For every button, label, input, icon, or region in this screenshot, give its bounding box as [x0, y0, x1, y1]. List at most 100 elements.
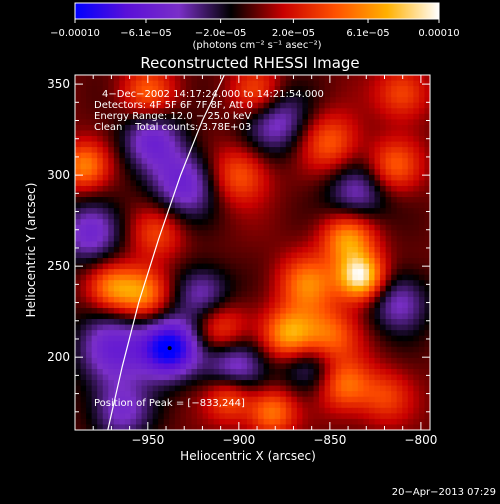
heatmap-cell [296, 385, 303, 392]
heatmap-cell [158, 136, 165, 142]
heatmap-cell [413, 330, 420, 337]
heatmap-cell [407, 385, 414, 392]
heatmap-cell [97, 296, 104, 303]
heatmap-cell [396, 219, 403, 226]
heatmap-cell [396, 147, 403, 154]
heatmap-cell [119, 230, 126, 237]
heatmap-cell [319, 330, 326, 337]
heatmap-cell [280, 274, 287, 281]
heatmap-cell [307, 413, 314, 420]
heatmap-cell [269, 208, 276, 215]
heatmap-cell [402, 91, 409, 98]
heatmap-cell [418, 274, 425, 281]
heatmap-cell [396, 313, 403, 320]
annotation-energy-range: Energy Range: 12.0 − 25.0 keV [94, 111, 251, 122]
heatmap-cell [418, 80, 425, 87]
heatmap-cell [285, 169, 292, 176]
heatmap-cell [374, 147, 381, 154]
heatmap-cell [224, 202, 231, 209]
heatmap-cell [418, 141, 425, 148]
heatmap-cell [174, 119, 181, 126]
heatmap-cell [252, 158, 259, 165]
heatmap-cell [346, 80, 353, 87]
heatmap-cell [324, 258, 331, 264]
heatmap-cell [75, 185, 81, 192]
heatmap-cell [124, 335, 131, 342]
heatmap-cell [396, 380, 403, 387]
heatmap-cell [346, 307, 353, 314]
heatmap-cell [352, 385, 359, 392]
heatmap-cell [418, 396, 425, 403]
heatmap-cell [368, 141, 375, 148]
heatmap-cell [136, 313, 142, 320]
heatmap-cell [418, 246, 425, 253]
heatmap-cell [119, 368, 126, 375]
heatmap-cell [263, 302, 270, 309]
heatmap-cell [86, 219, 93, 226]
heatmap-cell [180, 374, 187, 381]
heatmap-cell [391, 230, 398, 237]
heatmap-cell [307, 213, 314, 220]
heatmap-cell [219, 396, 226, 403]
heatmap-cell [396, 307, 403, 314]
heatmap-cell [97, 313, 104, 320]
heatmap-cell [246, 302, 253, 309]
heatmap-cell [380, 230, 387, 237]
heatmap-cell [252, 418, 259, 425]
heatmap-cell [346, 191, 353, 198]
heatmap-cell [418, 235, 425, 242]
heatmap-cell [313, 402, 320, 409]
heatmap-cell [307, 385, 314, 392]
heatmap-cell [391, 208, 398, 215]
heatmap-cell [213, 191, 220, 198]
heatmap-cell [346, 302, 353, 309]
heatmap-cell [197, 346, 203, 353]
heatmap-cell [280, 169, 287, 176]
heatmap-cell [413, 191, 420, 198]
heatmap-cell [374, 258, 381, 264]
heatmap-cell [119, 307, 126, 314]
heatmap-cell [252, 235, 259, 242]
heatmap-cell [163, 335, 170, 342]
heatmap-cell [75, 113, 81, 120]
heatmap-cell [147, 285, 154, 292]
heatmap-cell [169, 285, 176, 292]
heatmap-cell [324, 424, 331, 430]
heatmap-cell [330, 296, 337, 303]
heatmap-cell [352, 280, 359, 287]
heatmap-cell [163, 313, 170, 320]
heatmap-cell [307, 274, 314, 281]
heatmap-cell [91, 191, 98, 198]
heatmap-cell [324, 241, 331, 248]
heatmap-cell [280, 324, 287, 331]
heatmap-cell [174, 380, 181, 387]
heatmap-cell [396, 119, 403, 126]
heatmap-cell [113, 141, 120, 148]
heatmap-cell [374, 335, 381, 342]
heatmap-cell [235, 418, 242, 425]
heatmap-cell [357, 147, 364, 154]
heatmap-cell [97, 319, 104, 326]
heatmap-cell [97, 280, 104, 287]
heatmap-cell [235, 330, 242, 337]
heatmap-cell [230, 374, 237, 381]
heatmap-cell [97, 197, 104, 203]
heatmap-cell [374, 269, 381, 276]
heatmap-cell [352, 357, 359, 364]
heatmap-cell [357, 374, 364, 381]
heatmap-cell [191, 424, 198, 430]
heatmap-cell [258, 296, 264, 303]
heatmap-cell [291, 147, 298, 154]
heatmap-cell [313, 335, 320, 342]
heatmap-cell [147, 424, 154, 430]
heatmap-cell [374, 197, 381, 203]
heatmap-cell [224, 252, 231, 259]
heatmap-cell [208, 108, 215, 115]
heatmap-cell [357, 124, 364, 131]
heatmap-cell [197, 363, 203, 370]
heatmap-cell [102, 91, 109, 98]
heatmap-cell [396, 368, 403, 375]
heatmap-cell [163, 341, 170, 348]
heatmap-cell [80, 380, 87, 387]
heatmap-cell [202, 241, 209, 248]
